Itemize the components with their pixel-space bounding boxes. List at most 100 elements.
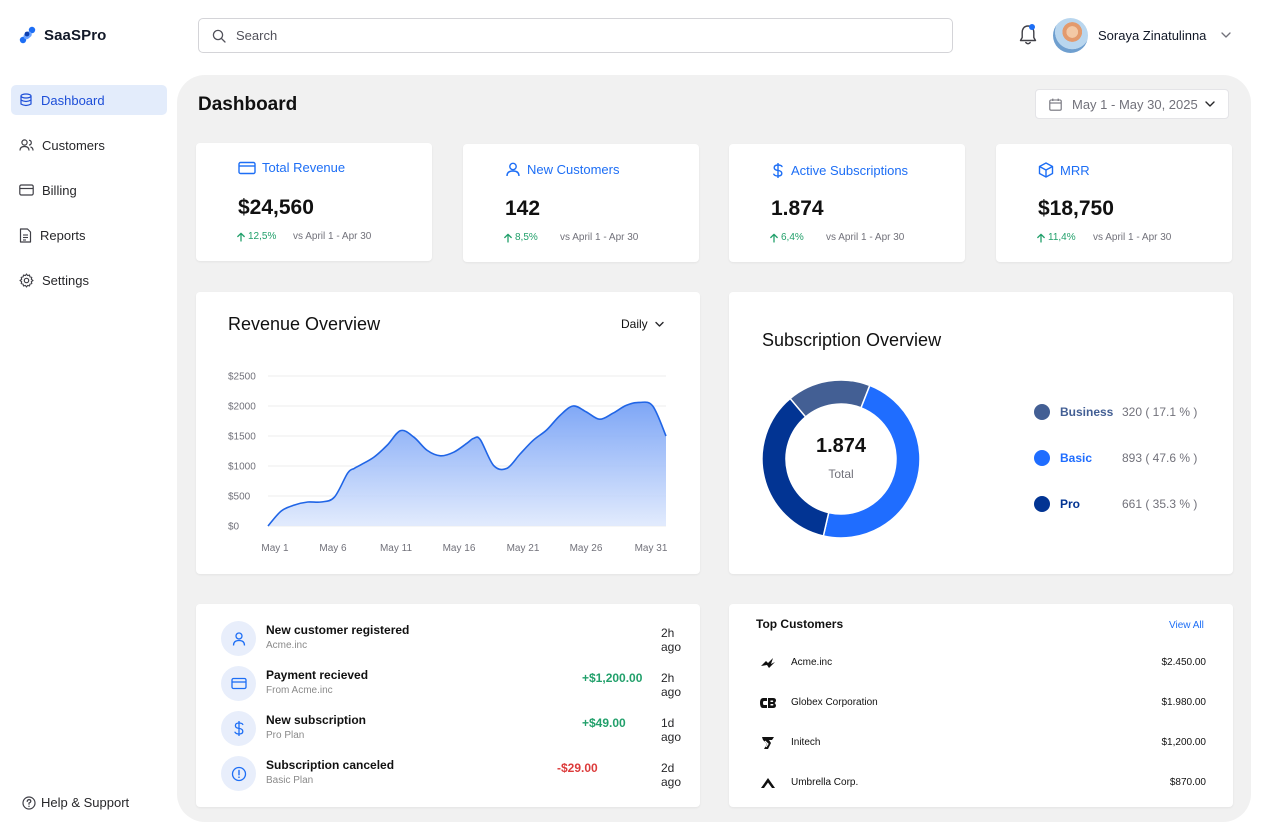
activity-icon-wrap bbox=[221, 756, 256, 791]
search-bar[interactable] bbox=[198, 18, 953, 53]
customer-name: Globex Corporation bbox=[791, 697, 878, 708]
date-range-label: May 1 - May 30, 2025 bbox=[1072, 96, 1198, 112]
notification-dot bbox=[1029, 24, 1035, 30]
customer-amount: $870.00 bbox=[1169, 777, 1206, 788]
activity-subtitle: Basic Plan bbox=[266, 775, 314, 786]
bell-icon[interactable] bbox=[1017, 23, 1039, 47]
legend-name: Business bbox=[1060, 405, 1114, 419]
arrow-up-icon bbox=[1037, 233, 1045, 243]
credit-card-icon bbox=[230, 677, 247, 690]
user-icon bbox=[232, 631, 245, 646]
table-row[interactable]: Acme.inc $2.450.00 bbox=[759, 654, 1206, 674]
stat-label: MRR bbox=[1060, 162, 1090, 178]
y-tick-label: $1500 bbox=[228, 432, 256, 443]
user-name[interactable]: Soraya Zinatulinna bbox=[1098, 28, 1207, 43]
arrow-up-icon bbox=[237, 232, 245, 242]
avatar[interactable] bbox=[1053, 18, 1088, 53]
stat-card-new-customers: New Customers 142 8,5% vs April 1 - Apr … bbox=[463, 144, 699, 262]
sidebar-item-dashboard[interactable]: Dashboard bbox=[11, 85, 167, 115]
dollar-icon bbox=[233, 721, 243, 736]
list-item[interactable]: New customer registered Acme.inc 2h ago bbox=[221, 621, 681, 659]
stat-label: Total Revenue bbox=[262, 160, 346, 175]
activity-title: Subscription canceled bbox=[266, 758, 395, 772]
stat-value: $18,750 bbox=[1038, 197, 1114, 220]
stat-card-total-revenue: Total Revenue $24,560 12,5% vs April 1 -… bbox=[196, 143, 432, 261]
subscription-overview-card: Subscription Overview 1.874 Total Busine… bbox=[729, 292, 1233, 574]
y-tick-label: $2500 bbox=[228, 372, 256, 383]
activity-icon-wrap bbox=[221, 711, 256, 746]
top-customers-title: Top Customers bbox=[756, 617, 844, 631]
legend-name: Pro bbox=[1060, 497, 1081, 511]
sidebar-item-billing[interactable]: Billing bbox=[11, 175, 167, 205]
legend-item-business: Business 320 ( 17.1 % ) bbox=[1034, 404, 1197, 420]
activity-time: 1d ago bbox=[661, 716, 682, 744]
interval-dropdown[interactable]: Daily bbox=[621, 317, 665, 331]
list-item[interactable]: Subscription canceled Basic Plan -$29.00… bbox=[221, 756, 681, 794]
stat-compare: vs April 1 - Apr 30 bbox=[293, 231, 372, 242]
x-tick-label: May 6 bbox=[319, 543, 347, 554]
sidebar-item-label: Reports bbox=[40, 227, 86, 243]
arrow-up-icon bbox=[504, 233, 512, 243]
table-row[interactable]: Globex Corporation $1.980.00 bbox=[759, 694, 1206, 714]
activity-amount: +$1,200.00 bbox=[582, 671, 643, 685]
document-icon bbox=[19, 227, 32, 243]
x-tick-label: May 21 bbox=[507, 543, 540, 554]
list-item[interactable]: Payment recieved From Acme.inc +$1,200.0… bbox=[221, 666, 681, 704]
app-name: SaaSPro bbox=[44, 26, 107, 44]
donut-slice-business bbox=[789, 379, 871, 418]
y-tick-label: $0 bbox=[228, 522, 240, 533]
initech-logo-icon bbox=[762, 737, 774, 749]
stat-change-value: 8,5% bbox=[515, 232, 538, 243]
y-tick-label: $1000 bbox=[228, 462, 256, 473]
x-tick-label: May 1 bbox=[261, 543, 289, 554]
user-icon bbox=[506, 162, 520, 177]
logo-icon bbox=[19, 26, 36, 44]
sidebar-item-customers[interactable]: Customers bbox=[11, 130, 167, 160]
table-row[interactable]: Umbrella Corp. $870.00 bbox=[759, 774, 1206, 794]
chevron-down-icon[interactable] bbox=[1220, 30, 1232, 40]
sidebar-item-label: Customers bbox=[42, 137, 105, 153]
customer-amount: $2.450.00 bbox=[1161, 657, 1207, 668]
activity-title: New customer registered bbox=[266, 623, 410, 637]
interval-label: Daily bbox=[621, 317, 648, 331]
dollar-icon bbox=[773, 163, 783, 178]
page-title: Dashboard bbox=[198, 94, 298, 115]
stat-compare: vs April 1 - Apr 30 bbox=[826, 232, 905, 243]
database-icon bbox=[20, 93, 32, 107]
revenue-area bbox=[268, 402, 666, 526]
help-support-link[interactable]: Help & Support bbox=[22, 795, 129, 810]
customer-name: Initech bbox=[791, 737, 821, 748]
stat-value: 142 bbox=[505, 197, 541, 220]
stat-compare: vs April 1 - Apr 30 bbox=[1093, 232, 1172, 243]
stat-label: Active Subscriptions bbox=[791, 163, 909, 178]
donut-slice-pro bbox=[761, 397, 830, 537]
stat-value: $24,560 bbox=[238, 196, 314, 219]
stat-change: 6,4% bbox=[769, 232, 804, 243]
table-row[interactable]: Initech $1,200.00 bbox=[759, 734, 1206, 754]
legend-value: 893 ( 47.6 % ) bbox=[1122, 451, 1198, 465]
sidebar-item-label: Dashboard bbox=[41, 92, 105, 108]
list-item[interactable]: New subscription Pro Plan +$49.00 1d ago bbox=[221, 711, 681, 749]
sidebar-item-reports[interactable]: Reports bbox=[11, 220, 167, 250]
revenue-line bbox=[267, 401, 667, 527]
search-input[interactable] bbox=[236, 28, 916, 43]
legend-value: 661 ( 35.3 % ) bbox=[1122, 497, 1198, 511]
box-icon bbox=[1038, 162, 1054, 178]
x-tick-label: May 16 bbox=[443, 543, 476, 554]
stat-change: 8,5% bbox=[503, 232, 538, 243]
help-label: Help & Support bbox=[41, 795, 130, 810]
sidebar-item-label: Settings bbox=[42, 272, 89, 288]
activity-subtitle: Pro Plan bbox=[266, 730, 305, 741]
help-icon bbox=[22, 795, 36, 810]
date-range-picker[interactable]: May 1 - May 30, 2025 bbox=[1035, 89, 1229, 119]
customer-amount: $1,200.00 bbox=[1161, 737, 1207, 748]
sidebar-item-settings[interactable]: Settings bbox=[11, 265, 167, 295]
x-tick-label: May 31 bbox=[635, 543, 668, 554]
view-all-link[interactable]: View All bbox=[1169, 620, 1204, 631]
donut-total-label: Total bbox=[828, 467, 854, 481]
activity-amount: +$49.00 bbox=[582, 716, 626, 730]
activity-card: New customer registered Acme.inc 2h ago … bbox=[196, 604, 700, 807]
stat-change-value: 12,5% bbox=[248, 231, 277, 242]
app-logo[interactable]: SaaSPro bbox=[18, 25, 106, 45]
y-tick-label: $2000 bbox=[228, 402, 256, 413]
